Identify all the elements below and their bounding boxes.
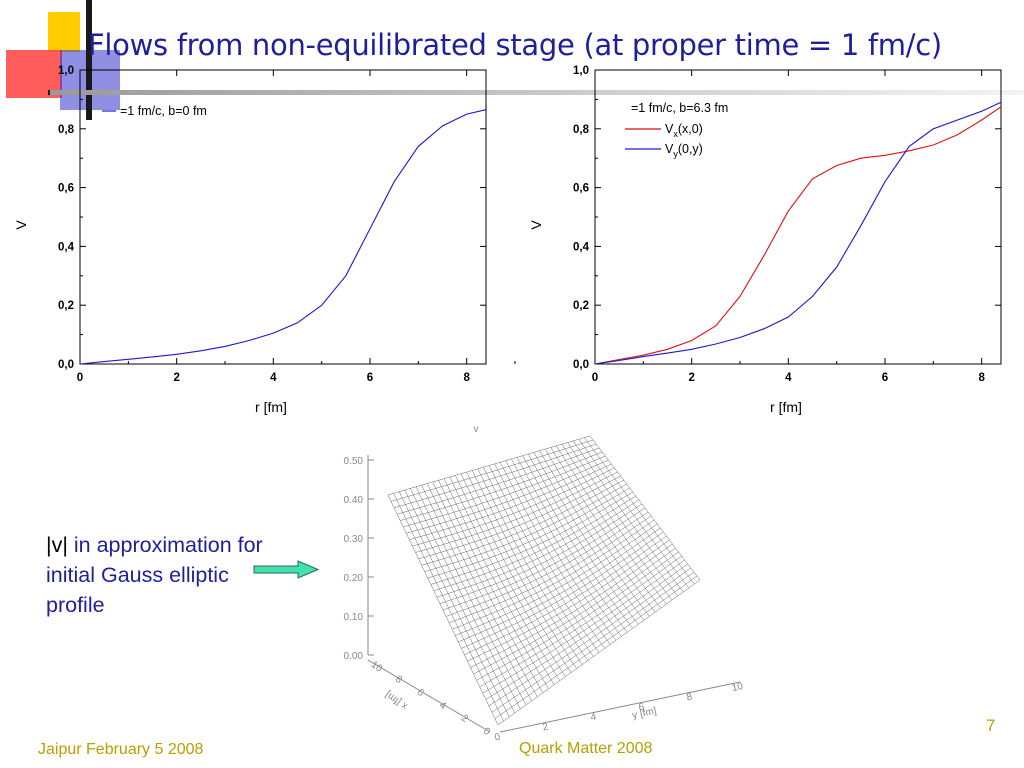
legend-label: =1 fm/c, b=0 fm — [120, 104, 207, 118]
z-tick-label: 0.30 — [344, 534, 364, 545]
y-tick-label: 0,6 — [58, 183, 74, 195]
x-tick-label-3d: 2 — [459, 713, 470, 725]
note-abs-v: |v| — [46, 533, 68, 557]
x-tick-label: 6 — [882, 372, 888, 384]
z-tick-label: 0.00 — [344, 651, 364, 662]
note-description: in approximation for initial Gauss ellip… — [46, 533, 263, 617]
y-tick-label-3d: 6 — [638, 702, 646, 714]
x-tick-label: 2 — [688, 372, 694, 384]
y-tick-label: 0,4 — [58, 241, 75, 253]
footer-left: Jaipur February 5 2008 — [38, 741, 204, 758]
y-axis-label: V — [528, 220, 544, 230]
y-tick-label: 1,0 — [573, 65, 589, 77]
x-tick-label: 0 — [77, 372, 83, 384]
series-line-1 — [594, 101, 1002, 365]
x-axis-label-3d: x [fm] — [383, 688, 410, 711]
title-underline — [50, 90, 1024, 95]
x-tick-label: 8 — [463, 372, 470, 384]
x-axis-label: r [fm] — [770, 399, 802, 415]
y-tick-label-3d: 2 — [542, 722, 550, 734]
z-tick-label: 0.40 — [344, 495, 364, 506]
series-line-0 — [79, 109, 487, 365]
x-tick-label: 8 — [978, 372, 985, 384]
slide-title: Flows from non-equilibrated stage (at pr… — [88, 28, 942, 62]
y-tick-label: 0,0 — [573, 359, 589, 371]
series-line-0 — [594, 106, 1002, 365]
x-tick-label-3d: 4 — [437, 700, 448, 712]
page-number: 7 — [986, 716, 996, 735]
y-tick-label: 0,4 — [573, 241, 590, 253]
x-tick-label: 6 — [367, 372, 373, 384]
x-tick-label: 2 — [173, 372, 179, 384]
y-tick-label: 0,8 — [58, 124, 75, 136]
legend-label-0: Vx(x,0) — [665, 122, 703, 139]
z-tick-label: 0.50 — [344, 456, 364, 467]
chart-b63: 0,0 0,2 0,4 0,6 0,8 1,0 0 2 4 6 8 r [fm] V =1 fm/c, b… — [528, 65, 1002, 415]
z-axis-label: v — [474, 424, 479, 435]
z-tick-label: 0.10 — [344, 612, 364, 623]
x-axis — [367, 659, 491, 733]
chart-b0: 0,0 0,2 0,4 0,6 0,8 1,0 0 2 4 6 8 r [fm] V =1 fm/c, b… — [13, 65, 516, 415]
y-tick-label: 0,2 — [58, 300, 74, 312]
y-tick-label-3d: 8 — [686, 692, 694, 704]
x-tick-label: 0 — [592, 372, 598, 384]
y-tick-label-3d: 10 — [731, 681, 745, 694]
y-tick-label: 0,8 — [573, 124, 590, 136]
x-tick-label-3d: 0 — [481, 726, 492, 738]
legend-label-1: Vy(0,y) — [665, 142, 703, 159]
legend-title: =1 fm/c, b=6.3 fm — [631, 101, 728, 115]
footer-center: Quark Matter 2008 — [519, 740, 653, 757]
arrow-icon — [253, 560, 320, 579]
y-tick-label-3d: 4 — [590, 712, 598, 724]
y-tick-label: 1,0 — [58, 65, 74, 77]
x-tick-label: 4 — [785, 372, 792, 384]
x-tick-label-3d: 6 — [415, 687, 426, 699]
y-axis-label-3d: y [fm] — [631, 706, 657, 722]
y-tick-label: 0,2 — [573, 300, 589, 312]
z-tick-label: 0.20 — [344, 573, 364, 584]
x-tick-label-3d: 8 — [393, 674, 404, 686]
corner-decoration — [6, 0, 130, 120]
y-tick-label: 0,0 — [58, 359, 74, 371]
x-tick-label: 4 — [270, 372, 277, 384]
y-axis-label: V — [13, 220, 29, 230]
surface-mesh — [387, 435, 701, 726]
y-tick-label-3d: 0 — [494, 732, 502, 740]
y-tick-label: 0,6 — [573, 183, 589, 195]
y-axis — [499, 681, 741, 733]
note-text: |v| in approximation for initial Gauss e… — [46, 530, 286, 620]
x-axis-label: r [fm] — [255, 399, 287, 415]
